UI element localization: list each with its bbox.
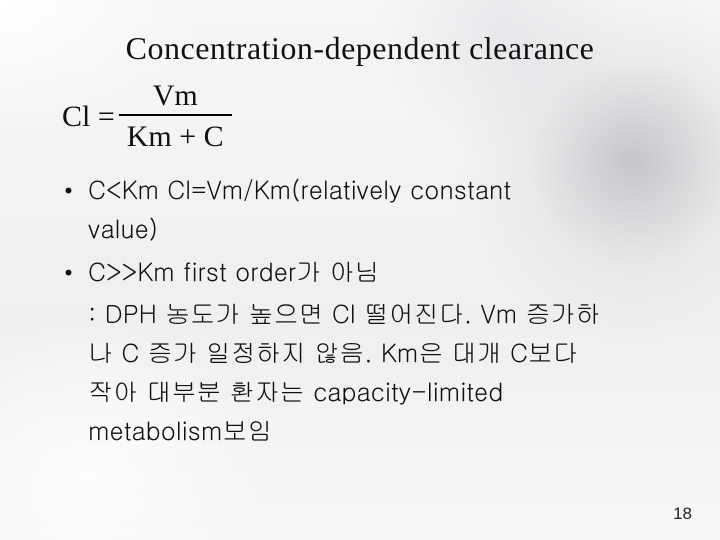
- bullet-2-sub-2: 나 C 증가 일정하지 않음. Km은 대개 C보다: [58, 334, 662, 373]
- equation-denominator: Km + C: [119, 114, 232, 153]
- equation-lhs: Cl =: [62, 100, 117, 133]
- slide-title: Concentration-dependent clearance: [58, 30, 662, 67]
- bullet-2-line-1: C>>Km first order가 아님: [88, 254, 380, 289]
- clearance-equation: Cl = Vm Km + C: [62, 79, 662, 153]
- bullet-1-line-1: C<Km Cl=Vm/Km(relatively constant: [88, 172, 511, 207]
- equation-fraction: Vm Km + C: [119, 79, 232, 153]
- bullet-2-sub-4: metabolism보임: [58, 412, 662, 451]
- bullet-item-2: C>>Km first order가 아님: [58, 253, 662, 292]
- bullet-list: C<Km Cl=Vm/Km(relatively constant value)…: [58, 171, 662, 450]
- bullet-2-sub-3: 작아 대부분 환자는 capacity-limited: [58, 373, 662, 412]
- bullet-1-line-2: value): [88, 211, 158, 246]
- page-number: 18: [673, 504, 692, 524]
- slide: Concentration-dependent clearance Cl = V…: [0, 0, 720, 540]
- bullet-item-1: C<Km Cl=Vm/Km(relatively constant value): [58, 171, 662, 249]
- equation-numerator: Vm: [145, 79, 206, 114]
- bullet-2-sub-1: : DPH 농도가 높으면 Cl 떨어진다. Vm 증가하: [58, 295, 662, 334]
